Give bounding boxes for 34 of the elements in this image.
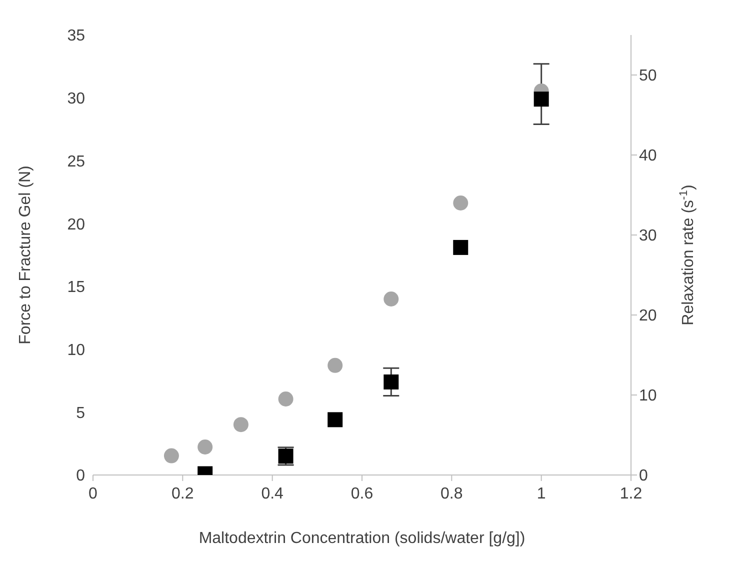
point bbox=[328, 358, 343, 373]
point bbox=[278, 392, 294, 406]
point bbox=[328, 412, 343, 428]
y-axis-title: Force to Fracture Gel (N) bbox=[17, 166, 34, 344]
x-tick-label: 0.6 bbox=[350, 485, 374, 502]
x-tick-label: 1.2 bbox=[620, 485, 642, 502]
point bbox=[198, 440, 213, 454]
point bbox=[453, 240, 468, 255]
x-axis-title: Maltodextrin Concentration (solids/water [g/g]) bbox=[198, 530, 526, 547]
y-tick-label: 35 bbox=[67, 28, 86, 45]
point bbox=[384, 374, 399, 390]
y-tick-label: 30 bbox=[67, 90, 86, 108]
x-tick-label: 0.4 bbox=[261, 485, 284, 502]
y-tick-label: 20 bbox=[67, 216, 86, 234]
point bbox=[453, 196, 468, 210]
x-tick-label: 0.8 bbox=[440, 485, 463, 502]
point bbox=[534, 92, 549, 107]
y2-tick-label: 50 bbox=[639, 68, 657, 85]
y-tick-label: 0 bbox=[76, 468, 86, 485]
point bbox=[233, 417, 248, 432]
y-tick-label: 10 bbox=[67, 342, 86, 359]
y2-tick-label: 20 bbox=[639, 308, 657, 325]
point bbox=[384, 292, 399, 306]
y-tick-label: 15 bbox=[67, 279, 86, 296]
x-tick-label: 0.2 bbox=[172, 485, 194, 502]
x-tick-label: 0 bbox=[88, 485, 98, 502]
y2-tick-label: 10 bbox=[639, 388, 657, 405]
y2-tick-label: 40 bbox=[639, 148, 657, 165]
y-tick-label: 5 bbox=[76, 404, 86, 422]
point bbox=[164, 448, 179, 464]
y-tick-label: 25 bbox=[67, 153, 86, 170]
y2-tick-label: 30 bbox=[639, 228, 657, 245]
y2-tick-label: 0 bbox=[639, 468, 648, 485]
x-tick-label: 1 bbox=[536, 485, 546, 502]
